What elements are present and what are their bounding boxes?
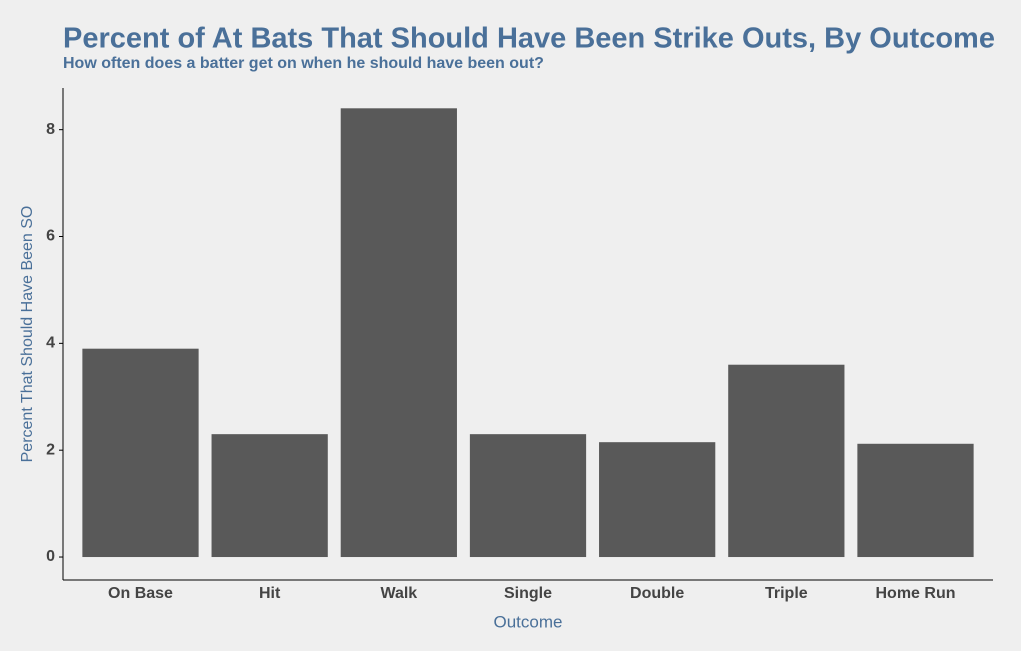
x-tick-label: Walk xyxy=(380,585,417,602)
x-tick-label: Triple xyxy=(765,585,808,602)
x-tick-label: Double xyxy=(630,585,684,602)
bar xyxy=(340,108,457,558)
chart-title: Percent of At Bats That Should Have Been… xyxy=(63,23,995,55)
x-tick-label: On Base xyxy=(108,585,173,602)
bar xyxy=(728,364,845,558)
y-tick-label: 2 xyxy=(46,441,55,458)
y-axis-title: Percent That Should Have Been SO xyxy=(19,206,36,463)
y-tick-label: 6 xyxy=(46,228,55,245)
x-tick-label: Single xyxy=(504,585,552,602)
bar xyxy=(82,348,199,558)
bar xyxy=(857,443,974,558)
bar xyxy=(211,434,328,558)
bar xyxy=(469,434,587,558)
x-axis-title: Outcome xyxy=(494,612,563,631)
y-tick-label: 8 xyxy=(46,121,55,138)
y-tick-label: 0 xyxy=(46,548,55,565)
x-tick-label: Home Run xyxy=(876,585,956,602)
y-tick-label: 4 xyxy=(46,335,55,352)
bar xyxy=(599,442,716,558)
chart-subtitle: How often does a batter get on when he s… xyxy=(63,55,544,72)
x-tick-label: Hit xyxy=(259,585,281,602)
